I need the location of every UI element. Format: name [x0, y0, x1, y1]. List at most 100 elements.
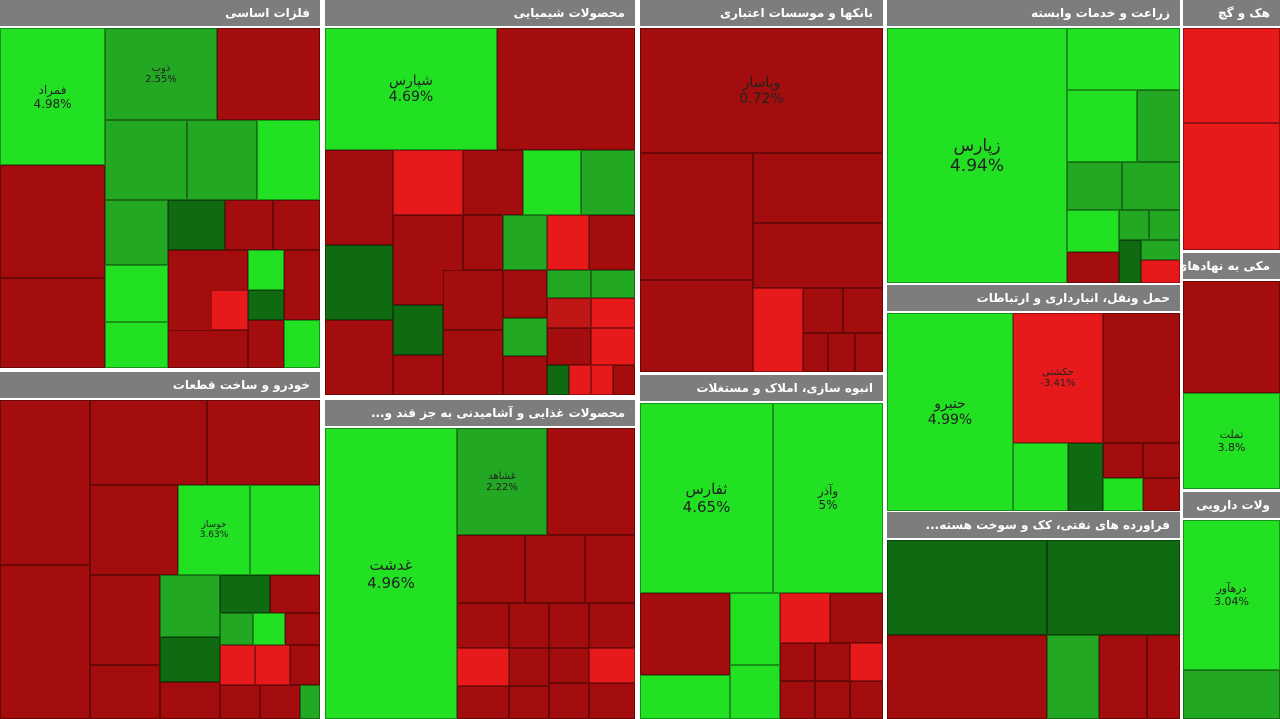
tile [640, 593, 730, 675]
tile [463, 150, 523, 215]
tile [591, 298, 635, 328]
tile [753, 223, 883, 288]
tile [1013, 443, 1068, 511]
tile [509, 603, 549, 648]
tile [225, 200, 273, 250]
tile [830, 593, 883, 643]
tile [1103, 443, 1143, 478]
tile-name: غشاهد [488, 470, 516, 482]
tile: شپارس 4.69% [325, 28, 497, 150]
tile [1067, 28, 1180, 90]
tile-change: 3.63% [199, 530, 229, 540]
tile [90, 665, 160, 719]
tile [290, 645, 320, 685]
tile [547, 298, 591, 328]
tile [509, 686, 549, 719]
tile [1067, 210, 1119, 252]
tile [730, 665, 780, 719]
tile-change: 4.99% [927, 412, 973, 428]
tile [887, 635, 1047, 719]
tile [1143, 443, 1180, 478]
tile: فمراد 4.98% [0, 28, 105, 165]
tile [1067, 90, 1137, 162]
tile: تملت 3.8% [1183, 393, 1280, 489]
sector-header: ولات دارویی [1183, 492, 1280, 518]
tile-name: حتیرو [934, 396, 966, 412]
tile [220, 613, 253, 645]
tile [393, 305, 443, 355]
tile [547, 270, 591, 298]
tile [497, 28, 635, 150]
tile [270, 575, 320, 613]
tile [1103, 478, 1143, 511]
tile [780, 643, 815, 681]
sector-header: فلزات اساسی [0, 0, 320, 26]
tile [325, 245, 393, 320]
tile [1183, 28, 1280, 123]
tile [325, 320, 393, 395]
tile [855, 333, 883, 372]
tile [0, 400, 90, 565]
tile-name: ثفارس [685, 480, 728, 498]
tile [220, 645, 255, 685]
tile [90, 575, 160, 665]
tile [589, 603, 635, 648]
tile [90, 400, 207, 485]
tile-name: وآذر [817, 484, 839, 498]
tile [90, 485, 178, 575]
tile-name: غدشت [369, 555, 413, 574]
tile-name: وپاسار [742, 74, 781, 91]
tile-change: 0.72% [739, 90, 784, 107]
tile [589, 215, 635, 270]
tile [325, 150, 393, 245]
tile: زپارس 4.94% [887, 28, 1067, 283]
tile [187, 120, 257, 200]
tile [105, 200, 168, 265]
tile [1068, 443, 1103, 511]
tile: وآذر 5% [773, 403, 883, 593]
tile [1141, 260, 1180, 283]
tile: غدشت 4.96% [325, 428, 457, 719]
tile [803, 288, 843, 333]
tile [443, 330, 503, 395]
tile [1147, 635, 1180, 719]
tile [1137, 90, 1180, 162]
tile [547, 328, 591, 365]
tile [253, 613, 285, 645]
tile [1047, 635, 1099, 719]
tile [0, 165, 105, 278]
tile [248, 320, 284, 368]
tile [503, 318, 547, 356]
tile [547, 215, 589, 270]
tile [255, 645, 290, 685]
tile [1067, 252, 1119, 283]
tile [457, 648, 509, 686]
tile-name: تملت [1219, 428, 1244, 441]
tile [0, 278, 105, 368]
tile [160, 637, 220, 682]
tile-change: 5% [818, 498, 838, 512]
tile [168, 330, 248, 368]
tile-change: 4.96% [367, 573, 415, 592]
tile-change: 4.98% [33, 96, 72, 111]
tile [248, 290, 284, 320]
tile [257, 120, 320, 200]
tile [207, 400, 320, 485]
tile [1067, 162, 1122, 210]
tile [211, 290, 248, 330]
tile: ذوب 2.55% [105, 28, 217, 120]
tile [843, 288, 883, 333]
tile [503, 215, 547, 270]
tile [547, 428, 635, 535]
tile [1183, 670, 1280, 719]
tile [503, 356, 547, 395]
tile [284, 250, 320, 320]
tile [613, 365, 635, 395]
tile [160, 575, 220, 637]
tile [549, 683, 589, 719]
tile [803, 333, 828, 372]
tile [549, 603, 589, 648]
tile [260, 685, 300, 719]
tile [1103, 313, 1180, 443]
